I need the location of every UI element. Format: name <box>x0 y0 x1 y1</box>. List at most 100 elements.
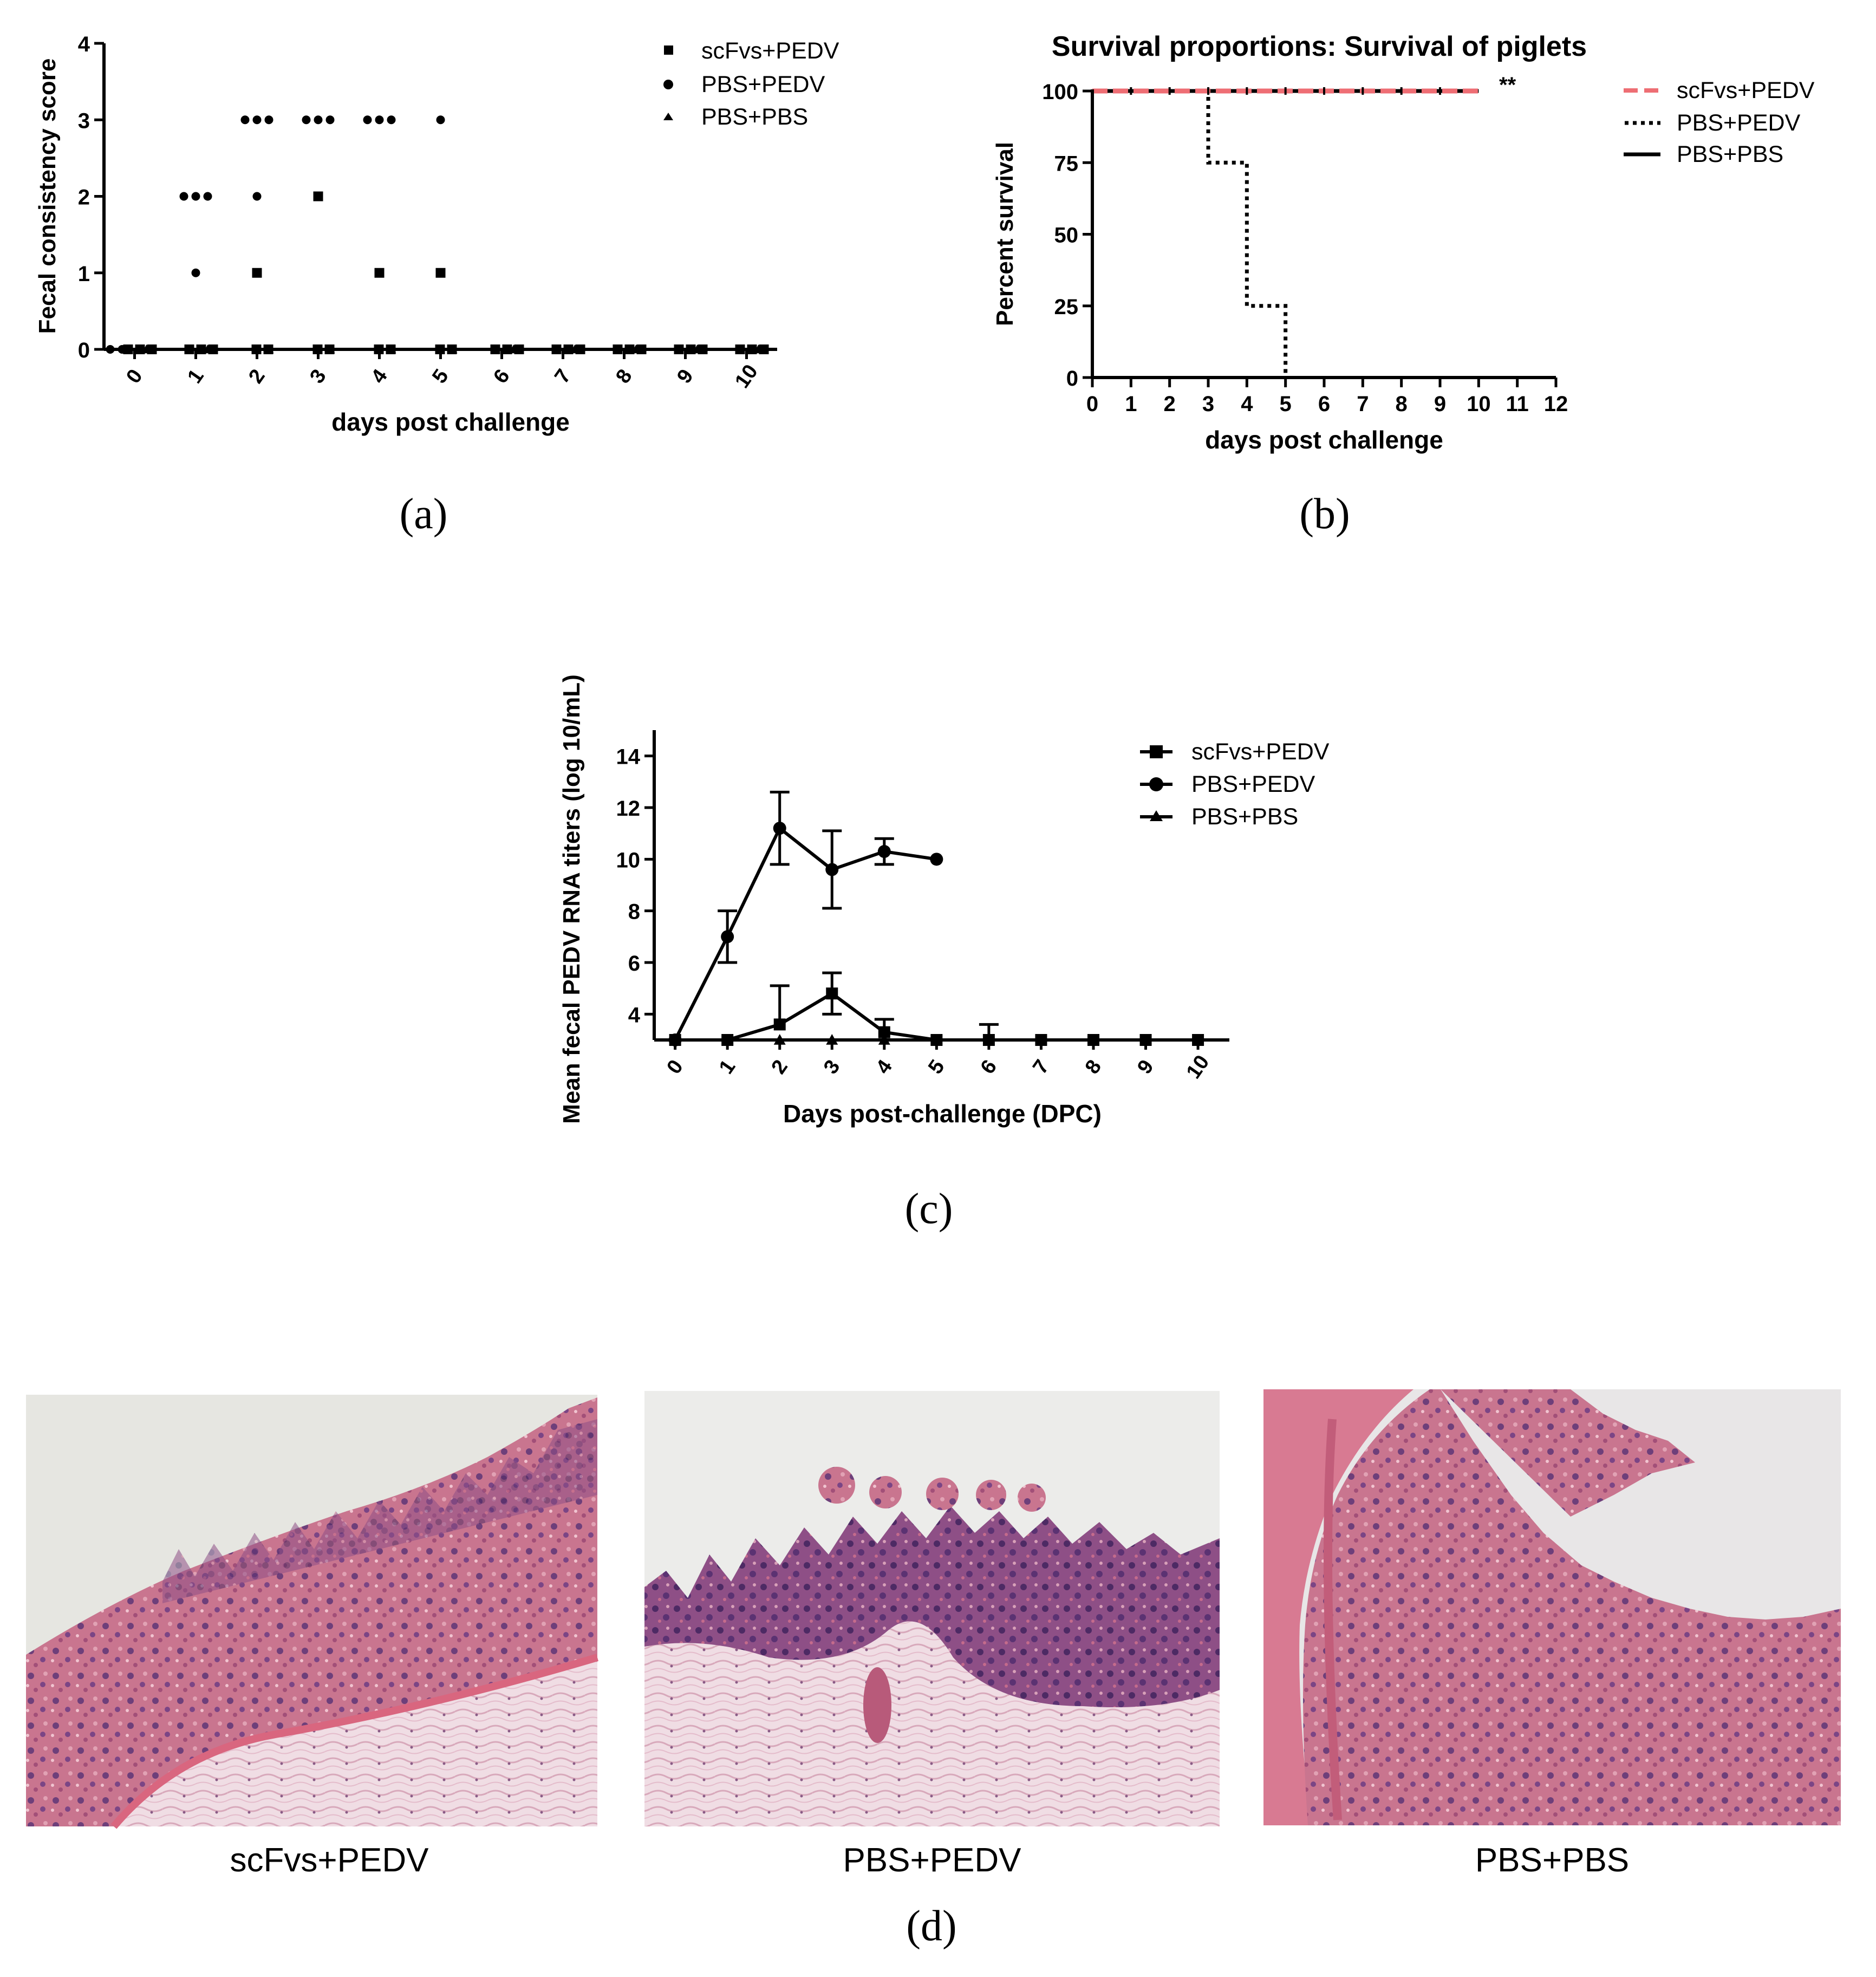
panel-a-x-tick-label: 6 <box>489 365 514 387</box>
histology-caption: PBS+PEDV <box>843 1842 1021 1879</box>
panel-b-x-tick-label: 2 <box>1164 392 1176 416</box>
panel-a-point-circle <box>325 115 335 125</box>
panel-c-x-tick-label: 9 <box>1133 1056 1158 1078</box>
panel-c-y-tick-label: 6 <box>628 952 640 976</box>
panel-a-x-tick-label: 10 <box>731 361 763 393</box>
panel-a-y-tick-label: 1 <box>78 262 90 286</box>
panel-a-point-circle <box>191 192 200 201</box>
panel-b-x-tick-label: 9 <box>1434 392 1446 416</box>
panel-b-x-tick-label: 10 <box>1467 392 1491 416</box>
panel-a-legend-label: PBS+PEDV <box>701 71 825 97</box>
panel-b-y-tick-label: 50 <box>1054 224 1079 248</box>
panel-d-histology: scFvs+PEDV PBS+PEDV PBS+PBS (d) <box>26 1389 1841 1950</box>
panel-b-significance-annotation: ** <box>1499 73 1516 97</box>
panel-b-x-tick-label: 12 <box>1544 392 1568 416</box>
panel-c-label: (c) <box>905 1185 953 1233</box>
panel-c-x-tick-label: 6 <box>976 1056 1002 1078</box>
panel-c-series-line <box>675 991 1198 1042</box>
panel-a-point-circle <box>264 115 273 125</box>
panel-a-x-tick-label: 9 <box>673 365 698 387</box>
panel-a-point-circle <box>252 192 262 201</box>
panel-c-x-tick-label: 5 <box>924 1056 949 1078</box>
panel-c-legend-label: PBS+PEDV <box>1191 771 1315 797</box>
panel-c-y-tick-label: 8 <box>628 900 640 924</box>
panel-a-point-circle <box>191 268 200 277</box>
panel-a-point-circle <box>179 192 188 201</box>
panel-b-x-label: days post challenge <box>1205 426 1443 454</box>
panel-b-legend: scFvs+PEDV PBS+PEDV PBS+PBS <box>1624 77 1815 167</box>
panel-b-legend-label: PBS+PBS <box>1677 141 1783 167</box>
panel-b-x-tick-label: 1 <box>1125 392 1137 416</box>
legend-marker-square <box>1150 745 1163 758</box>
panel-a-point-circle <box>436 115 445 125</box>
panel-a-point-square <box>374 268 385 278</box>
panel-a-x-tick-label: 0 <box>122 365 147 387</box>
panel-c-x-tick-label: 7 <box>1028 1056 1054 1078</box>
panel-b-title: Survival proportions: Survival of piglet… <box>1052 31 1587 62</box>
panel-a-x-label: days post challenge <box>331 408 570 436</box>
panel-c-x-label: Days post-challenge (DPC) <box>783 1100 1102 1128</box>
panel-a-point-circle <box>375 115 384 125</box>
panel-c-point-square <box>826 987 838 1000</box>
panel-b-survival-chart: Survival proportions: Survival of piglet… <box>992 31 1815 538</box>
panel-b-x-tick-label: 3 <box>1202 392 1214 416</box>
panel-c-x-tick-label: 4 <box>872 1056 897 1078</box>
histology-caption: PBS+PBS <box>1475 1842 1629 1879</box>
panel-b-y-tick-label: 100 <box>1042 80 1078 104</box>
panel-c-y-ticks: 4 6 8 10 12 14 <box>616 745 654 1027</box>
panel-a-x-tick-label: 1 <box>183 365 209 387</box>
panel-a-x-tick-label: 8 <box>611 365 637 387</box>
panel-b-y-tick-label: 25 <box>1054 295 1079 319</box>
panel-c-x-tick-label: 8 <box>1081 1056 1106 1078</box>
panel-c-x-tick-label: 10 <box>1182 1051 1214 1083</box>
panel-c-y-tick-label: 10 <box>616 848 641 872</box>
panel-c-point-square <box>878 1026 890 1038</box>
panel-b-x-tick-label: 7 <box>1357 392 1369 416</box>
panel-b-y-tick-label: 0 <box>1066 367 1078 391</box>
panel-a-legend: scFvs+PEDV PBS+PEDV PBS+PBS <box>663 38 839 130</box>
panel-c-series-line <box>673 825 937 1041</box>
legend-marker-square <box>664 45 673 55</box>
panel-a-point-circle <box>363 115 372 125</box>
panel-b-x-tick-label: 8 <box>1396 392 1408 416</box>
panel-a-scatter-chart: 0 1 2 3 4 0 1 2 3 4 5 6 7 8 9 10 Fecal consistency sco… <box>34 32 839 538</box>
panel-a-x-ticks: 0 1 2 3 4 5 6 7 8 9 10 <box>122 349 763 392</box>
panel-b-x-tick-label: 6 <box>1318 392 1330 416</box>
panel-a-legend-label: scFvs+PEDV <box>701 38 839 64</box>
panel-b-x-tick-label: 0 <box>1086 392 1098 416</box>
panel-b-x-tick-label: 5 <box>1280 392 1292 416</box>
panel-c-legend-label: scFvs+PEDV <box>1191 739 1330 765</box>
panel-b-y-tick-label: 75 <box>1054 152 1079 175</box>
panel-c-point-circle <box>825 863 839 876</box>
panel-c-x-tick-label: 1 <box>715 1056 740 1078</box>
panel-a-point-circle <box>203 192 212 201</box>
panel-a-y-tick-label: 4 <box>78 32 90 56</box>
histology-image-pbs-pbs <box>1263 1389 1841 1825</box>
panel-b-legend-label: PBS+PEDV <box>1677 110 1801 136</box>
panel-a-legend-label: PBS+PBS <box>701 104 808 130</box>
panel-a-x-tick-label: 5 <box>428 365 453 387</box>
panel-c-x-tick-label: 0 <box>662 1056 688 1078</box>
legend-marker-circle <box>663 80 673 89</box>
panel-b-y-ticks: 0 25 50 75 100 <box>1042 80 1092 391</box>
panel-c-x-tick-label: 3 <box>819 1056 845 1078</box>
panel-a-point-circle <box>314 115 323 125</box>
panel-a-x-tick-label: 4 <box>367 365 392 387</box>
panel-b-legend-label: scFvs+PEDV <box>1677 77 1815 103</box>
histology-image-pbs-pedv <box>644 1391 1220 1826</box>
panel-a-y-tick-label: 2 <box>78 186 90 210</box>
panel-b-x-tick-label: 4 <box>1241 392 1253 416</box>
panel-c-legend: scFvs+PEDV PBS+PEDV PBS+PBS <box>1140 739 1330 830</box>
histology-image-scfvs-pedv <box>26 1395 598 1829</box>
legend-marker-triangle <box>663 113 673 120</box>
panel-c-x-ticks: 0 1 2 3 4 5 6 7 8 9 10 <box>662 1040 1214 1083</box>
panel-a-marks <box>106 115 769 354</box>
panel-a-y-label: Fecal consistency score <box>34 58 61 334</box>
panel-a-x-tick-label: 2 <box>244 365 270 387</box>
panel-c-point-circle <box>877 845 891 859</box>
panel-c-marks <box>668 790 1204 1046</box>
panel-b-y-label: Percent survival <box>992 142 1018 326</box>
panel-c-point-circle <box>930 853 943 866</box>
